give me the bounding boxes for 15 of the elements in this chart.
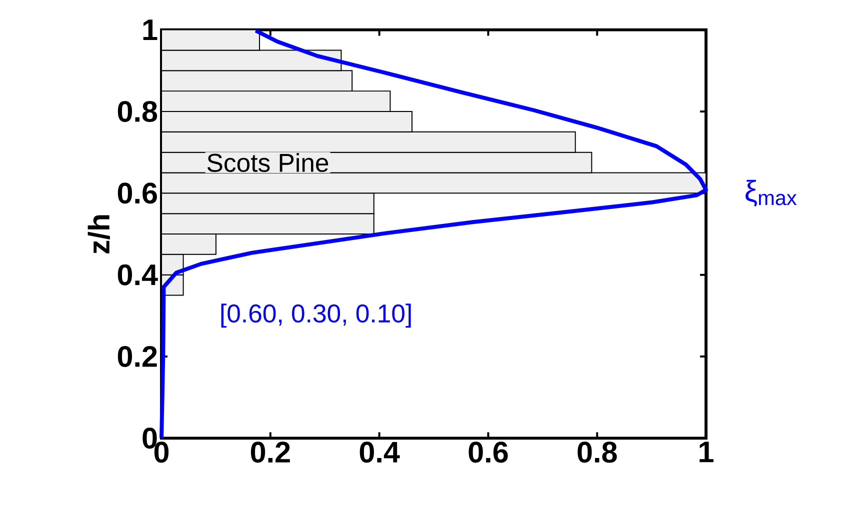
x-tick-label: 0.6: [468, 442, 508, 463]
y-axis-title: z/h: [88, 215, 110, 254]
y-tick-label: 0: [142, 428, 157, 449]
y-tick-label: 0.2: [118, 346, 157, 368]
y-tick-label: 0.8: [118, 101, 158, 122]
x-tick-label: 1: [700, 442, 714, 462]
y-tick-label: 1: [143, 20, 158, 40]
x-tick-label: 0.2: [250, 442, 290, 463]
y-tick-label: 0.4: [118, 264, 158, 286]
x-tick-label: 0.4: [360, 442, 400, 463]
annotation: ξ$_{max}$: [746, 180, 797, 207]
annotation: [0.60, 0.30, 0.10]: [221, 304, 411, 328]
x-tick-label: 0.8: [578, 442, 617, 463]
annotation: Scots Pine: [207, 153, 328, 172]
y-tick-label: 0.6: [118, 182, 157, 204]
